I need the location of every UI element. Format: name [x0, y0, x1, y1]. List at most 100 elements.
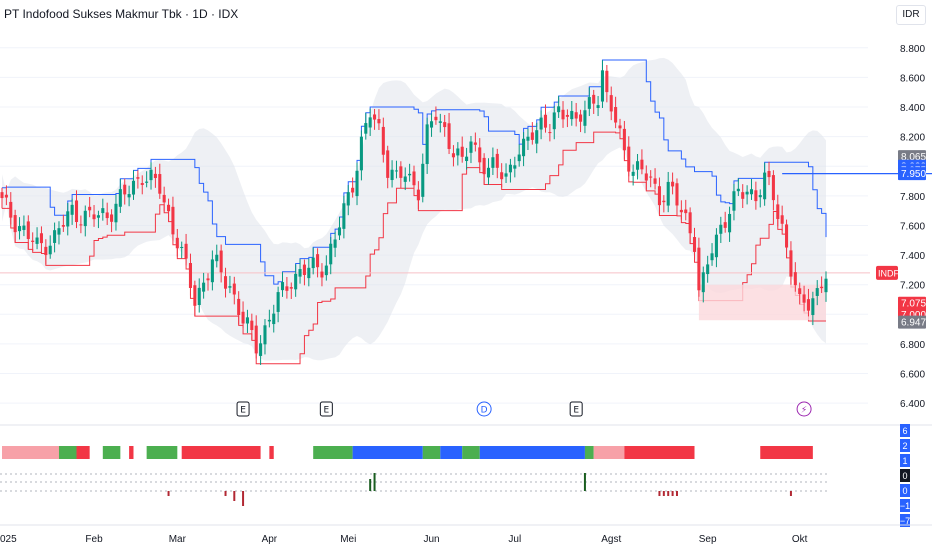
candle: [486, 158, 491, 185]
candle-body: [408, 173, 412, 176]
candle-body: [364, 123, 368, 134]
candle: [4, 185, 8, 206]
indicator-tick-badge: [900, 484, 910, 497]
event-marker: E: [236, 401, 250, 417]
candle: [631, 164, 635, 186]
candle-body: [456, 148, 460, 156]
candle: [118, 179, 122, 213]
indicator-segment: [760, 446, 813, 459]
candle: [390, 160, 394, 188]
indicator-segment: [146, 446, 178, 459]
price-tick-label: 7.400: [900, 251, 925, 262]
candle: [701, 266, 705, 303]
candle-body: [324, 265, 328, 276]
candle: [736, 178, 740, 197]
time-tick-label: Jul: [508, 534, 521, 545]
price-badge: 7.075: [898, 296, 926, 310]
indicator-bar: [373, 473, 376, 491]
candle-body: [758, 195, 762, 198]
candle: [609, 86, 613, 121]
candle-body: [88, 206, 92, 211]
candle-body: [184, 243, 188, 259]
candle: [447, 112, 451, 155]
candle: [101, 198, 105, 221]
candle: [127, 185, 131, 207]
price-tick-label: 7.200: [900, 281, 925, 292]
candle-body: [785, 224, 789, 248]
candle-body: [373, 114, 377, 120]
candle-body: [96, 215, 100, 218]
candle-body: [267, 319, 271, 322]
candle-body: [508, 164, 512, 173]
candle-body: [386, 150, 390, 178]
event-badge: [236, 401, 250, 417]
candle-body: [131, 180, 136, 195]
candle: [197, 278, 201, 313]
candle-body: [342, 203, 346, 229]
indicator-tick-badge: [900, 424, 910, 437]
candle-body: [333, 239, 337, 248]
candle-body: [500, 172, 504, 180]
event-marker: ⚡: [796, 401, 812, 417]
candle-body: [767, 170, 771, 178]
candle: [140, 175, 144, 195]
candle-body: [31, 240, 35, 242]
candle-body: [771, 175, 775, 201]
candle-body: [175, 237, 179, 249]
candle: [548, 123, 552, 142]
candle-body: [513, 165, 517, 169]
candle-body: [438, 121, 442, 123]
candle-body: [219, 250, 223, 273]
event-badge: [319, 401, 333, 417]
candle: [307, 258, 311, 287]
candle-body: [570, 110, 574, 120]
candle-body: [745, 191, 749, 195]
indicator-segment: [479, 446, 585, 459]
candle: [596, 96, 600, 117]
indicator-bar: [233, 491, 236, 501]
candle: [280, 272, 285, 297]
candle: [0, 187, 4, 209]
candle-body: [114, 203, 118, 223]
candle: [412, 165, 416, 196]
candle-body: [526, 136, 530, 141]
candle-body: [824, 278, 828, 293]
candle-body: [359, 136, 363, 171]
candle-body: [605, 70, 609, 93]
currency-button[interactable]: IDR: [896, 5, 926, 25]
candle: [333, 231, 337, 258]
candle-body: [285, 286, 289, 291]
candle: [399, 161, 403, 189]
candle: [416, 181, 420, 210]
candle-body: [162, 194, 166, 203]
candle-body: [263, 325, 267, 345]
candle-body: [188, 263, 193, 288]
price-axis: 6.400 6.600 6.800 7.000 7.200 7.400 7.600 7.800…: [900, 44, 925, 410]
time-tick-label: Mei: [340, 534, 356, 545]
candle-body: [180, 246, 184, 249]
candle: [767, 161, 771, 186]
candle: [145, 171, 149, 188]
candle-body: [447, 123, 451, 149]
candle: [289, 282, 293, 299]
candle: [149, 162, 153, 190]
candle: [403, 167, 407, 191]
candle: [429, 113, 434, 137]
candle: [732, 183, 736, 221]
candle-body: [517, 154, 521, 162]
candle: [26, 215, 30, 250]
candle-body: [57, 228, 61, 235]
candle-body: [666, 181, 670, 206]
event-badge: [569, 401, 583, 417]
candle: [451, 145, 455, 167]
candle: [635, 153, 640, 180]
candle-body: [451, 153, 455, 158]
candle-body: [403, 176, 407, 182]
candle: [342, 195, 346, 239]
candle: [627, 136, 631, 177]
candle: [592, 89, 596, 114]
candle: [377, 109, 381, 131]
candle: [123, 178, 127, 205]
